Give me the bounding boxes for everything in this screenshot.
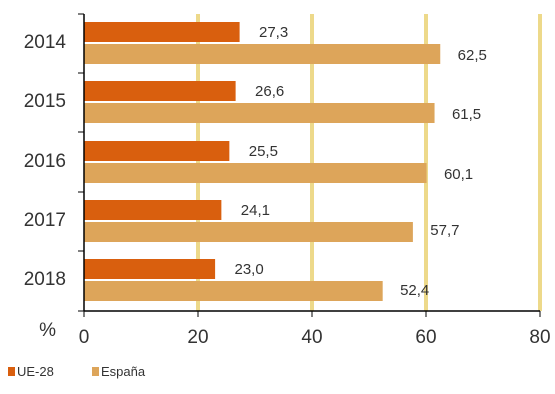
category-label-2018: 2018 — [24, 269, 66, 290]
data-label-UE-28-2017: 24,1 — [241, 202, 270, 219]
data-label-España-2015: 61,5 — [452, 106, 481, 123]
legend-swatch-UE-28 — [8, 367, 15, 376]
bar-España-2015 — [84, 103, 435, 123]
legend-label-UE-28: UE-28 — [17, 364, 54, 379]
bar-UE-28-2014 — [84, 22, 240, 42]
category-label-2017: 2017 — [24, 210, 66, 231]
data-label-UE-28-2014: 27,3 — [259, 24, 288, 41]
bar-UE-28-2018 — [84, 259, 216, 279]
bar-UE-28-2017 — [84, 200, 222, 220]
data-label-España-2014: 62,5 — [458, 47, 487, 64]
data-label-UE-28-2016: 25,5 — [249, 143, 278, 160]
x-axis-unit-label: % — [39, 320, 56, 341]
category-label-2016: 2016 — [24, 151, 66, 172]
bars — [84, 22, 441, 301]
bar-UE-28-2016 — [84, 141, 230, 161]
data-label-UE-28-2015: 26,6 — [255, 83, 284, 100]
bar-España-2017 — [84, 222, 413, 242]
bar-UE-28-2015 — [84, 81, 236, 101]
bar-España-2016 — [84, 163, 427, 183]
x-tick-label-0: 0 — [79, 327, 90, 348]
x-tick-label-20: 20 — [187, 327, 208, 348]
x-tick-label-60: 60 — [415, 327, 436, 348]
data-label-España-2016: 60,1 — [444, 166, 473, 183]
category-label-2015: 2015 — [24, 91, 66, 112]
data-label-España-2017: 57,7 — [430, 222, 459, 239]
data-label-UE-28-2018: 23,0 — [234, 261, 263, 278]
x-tick-label-40: 40 — [301, 327, 322, 348]
data-label-España-2018: 52,4 — [400, 282, 429, 299]
bar-España-2018 — [84, 281, 383, 301]
labels: 27,3 62,5 2014 26,6 61,5 2015 25,5 60,1 2016 24,1… — [24, 24, 551, 348]
bar-España-2014 — [84, 44, 441, 64]
category-label-2014: 2014 — [24, 32, 67, 53]
axes — [78, 13, 541, 317]
legend-label-España: España — [101, 364, 146, 379]
legend: UE-28 España — [8, 364, 146, 379]
legend-swatch-España — [92, 367, 99, 376]
x-tick-label-80: 80 — [529, 327, 550, 348]
